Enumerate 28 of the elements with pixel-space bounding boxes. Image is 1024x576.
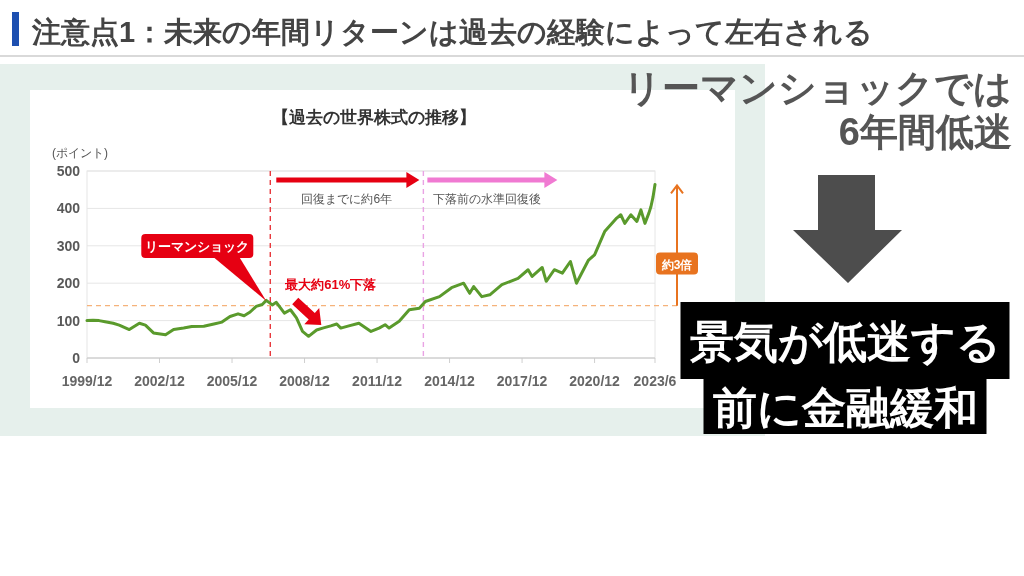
annotation: 回復までに約6年 [301,192,393,206]
x-tick-label: 2023/6 [633,373,677,389]
x-tick-label: 2014/12 [424,373,476,389]
text: 約3倍 [660,257,693,272]
annotation: 最大約61%下落 [284,277,378,292]
y-tick-label: 200 [56,275,81,292]
x-tick-label: 2011/12 [352,373,403,389]
annotation: 下落前の水準回復後 [433,192,542,206]
y-tick-label: 300 [56,237,81,254]
x-tick-label: 2008/12 [279,373,331,389]
line-series [85,182,657,338]
chart-subtitle: 【過去の世界株式の推移】 [272,108,476,127]
text: 前に金融緩和 [712,383,978,432]
x-tick-label: 2020/12 [569,373,621,389]
annotation: リーマンショック [145,239,250,254]
x-tick-label: 1999/12 [61,373,113,389]
y-tick-label: 0 [72,350,81,366]
text: 景気が低迷する [688,317,1001,366]
chart-title: 注意点1：未来の年間リターンは過去の経験によって左右される [31,16,874,48]
x-tick-label: 2005/12 [206,373,258,389]
x-tick-label: 2002/12 [134,373,186,389]
text: 6年間低迷 [838,111,1012,153]
x-tick-label: 2017/12 [496,373,548,389]
y-axis-title: (ポイント) [52,146,108,160]
y-tick-label: 400 [56,200,81,217]
text: リーマンショックでは [623,67,1012,109]
y-tick-label: 500 [56,163,81,179]
y-tick-label: 100 [56,312,81,329]
